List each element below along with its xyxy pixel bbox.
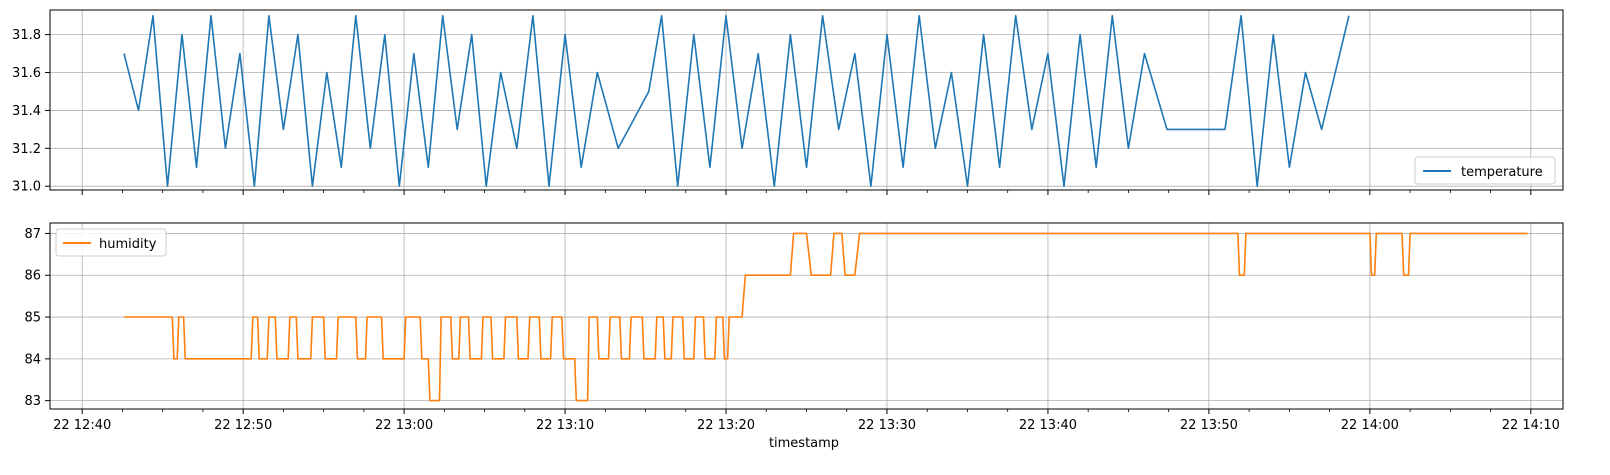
x-tick-label: 22 13:40 bbox=[1019, 418, 1077, 433]
temperature-y-ticks: 31.0 31.2 31.4 31.6 31.8 bbox=[12, 28, 50, 195]
x-tick-label: 22 14:00 bbox=[1341, 418, 1399, 433]
y-tick-label: 31.0 bbox=[12, 180, 41, 195]
y-tick-label: 87 bbox=[24, 227, 41, 242]
humidity-series-group bbox=[124, 232, 1528, 402]
y-tick-label: 83 bbox=[24, 394, 41, 409]
y-tick-label: 31.6 bbox=[12, 66, 41, 81]
x-tick-label: 22 14:10 bbox=[1502, 418, 1560, 433]
humidity-legend-box bbox=[55, 228, 167, 257]
humidity-y-ticks: 83 84 85 86 87 bbox=[24, 227, 50, 409]
temperature-legend: temperature bbox=[1414, 156, 1556, 185]
x-tick-label: 22 13:00 bbox=[375, 418, 433, 433]
y-tick-label: 84 bbox=[24, 352, 41, 367]
humidity-line bbox=[124, 232, 1528, 402]
x-axis-label: timestamp bbox=[769, 436, 839, 451]
humidity-panel: 83 84 85 86 87 22 12:40 22 12:50 22 13:00 22 13… bbox=[24, 222, 1564, 451]
y-tick-label: 31.2 bbox=[12, 142, 41, 157]
temperature-panel: 31.0 31.2 31.4 31.6 31.8 temperature bbox=[12, 9, 1564, 195]
temperature-x-ticks bbox=[81, 190, 1532, 195]
temperature-legend-box bbox=[1414, 156, 1556, 185]
x-tick-label: 22 12:50 bbox=[214, 418, 272, 433]
x-tick-label: 22 13:20 bbox=[697, 418, 755, 433]
temperature-legend-label: temperature bbox=[1461, 165, 1543, 180]
x-tick-label: 22 13:10 bbox=[536, 418, 594, 433]
humidity-x-ticks: 22 12:40 22 12:50 22 13:00 22 13:10 22 13:20… bbox=[53, 409, 1560, 433]
temperature-series-group bbox=[123, 14, 1350, 187]
humidity-legend: humidity bbox=[55, 228, 167, 257]
humidity-legend-label: humidity bbox=[99, 237, 157, 252]
x-tick-label: 22 13:50 bbox=[1180, 418, 1238, 433]
y-tick-label: 85 bbox=[24, 311, 41, 326]
y-tick-label: 86 bbox=[24, 269, 41, 284]
x-tick-label: 22 12:40 bbox=[53, 418, 111, 433]
temperature-line bbox=[123, 14, 1350, 187]
y-tick-label: 31.8 bbox=[12, 28, 41, 43]
x-tick-label: 22 13:30 bbox=[858, 418, 916, 433]
y-tick-label: 31.4 bbox=[12, 104, 41, 119]
